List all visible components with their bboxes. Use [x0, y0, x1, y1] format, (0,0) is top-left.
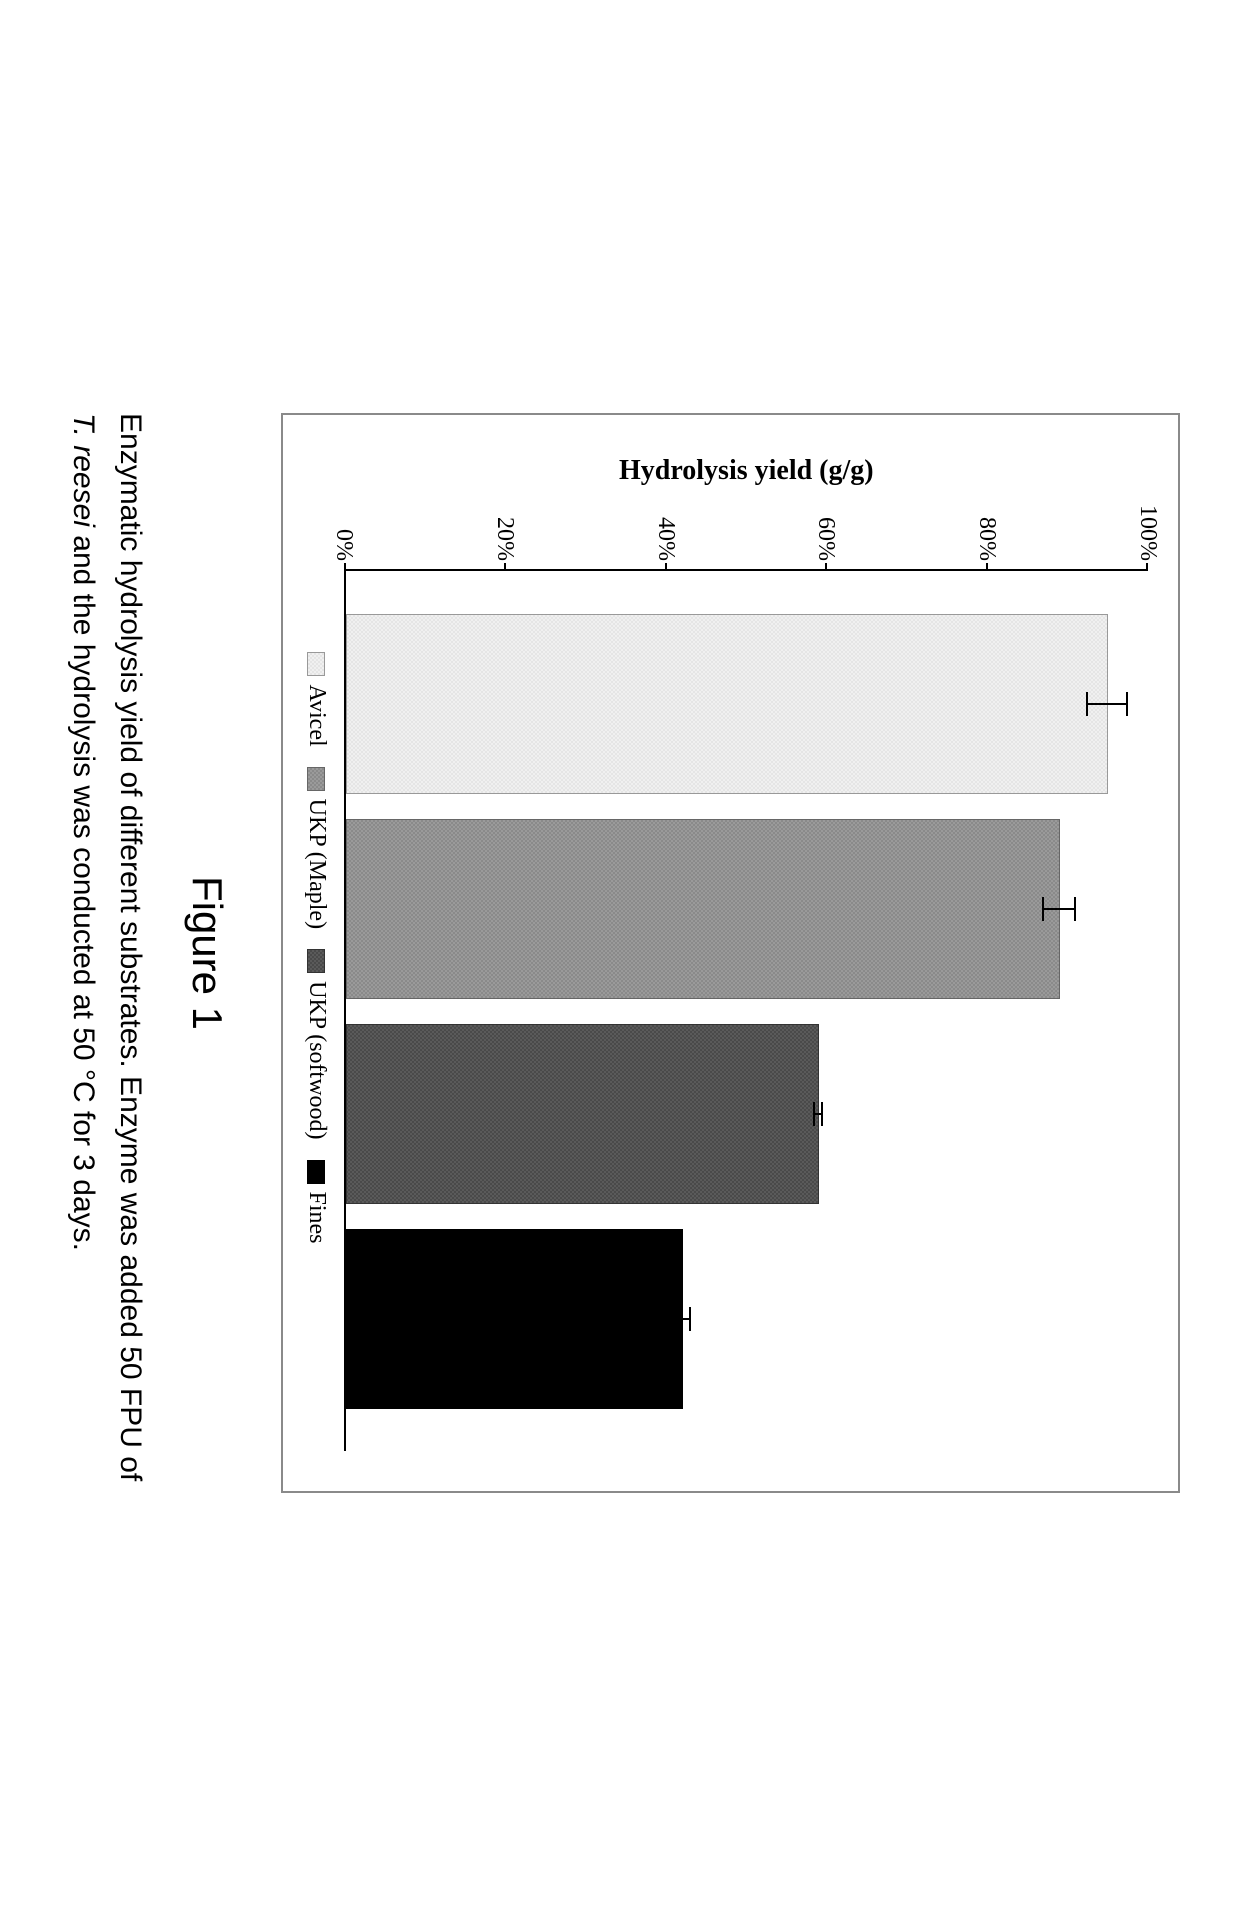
legend-label-fines: Fines — [303, 1191, 330, 1243]
legend-swatch-maple — [308, 766, 326, 790]
plot-area — [344, 569, 1148, 1451]
bar-ukp-maple — [346, 818, 1148, 998]
caption-part1: Enzymatic hydrolysis yield of different … — [114, 413, 147, 1481]
bar-avicel — [346, 613, 1148, 793]
y-axis-label: Hydrolysis yield (g/g) — [344, 445, 1148, 497]
figure-container: Hydrolysis yield (g/g) 100% 80% 60% 40% … — [0, 333, 1240, 1573]
legend-label-maple: UKP (Maple) — [303, 798, 330, 928]
bar-ukp-softwood — [346, 1023, 1148, 1203]
legend-swatch-softwood — [308, 949, 326, 973]
legend-label-avicel: Avicel — [303, 684, 330, 746]
legend-swatch-avicel — [308, 652, 326, 676]
y-axis-ticks: 100% 80% 60% 40% 20% 0% — [344, 497, 1148, 569]
caption-part2: and the hydrolysis was conducted at 50 °… — [68, 526, 101, 1250]
bars-region — [344, 569, 1148, 1451]
figure-title: Figure 1 — [183, 413, 231, 1493]
caption-italic: T. reesei — [68, 413, 101, 527]
tick-marks — [346, 563, 1148, 571]
chart-body: Hydrolysis yield (g/g) 100% 80% 60% 40% … — [344, 445, 1148, 1451]
legend-label-softwood: UKP (softwood) — [303, 981, 330, 1139]
figure-caption: Enzymatic hydrolysis yield of different … — [60, 413, 153, 1493]
legend-item-maple: UKP (Maple) — [303, 766, 330, 928]
bar-fines — [346, 1228, 1148, 1408]
legend: Avicel UKP (Maple) UKP (softwood) Fines — [303, 445, 344, 1451]
legend-swatch-fines — [308, 1159, 326, 1183]
legend-item-avicel: Avicel — [303, 652, 330, 746]
legend-item-fines: Fines — [303, 1159, 330, 1243]
chart-frame: Hydrolysis yield (g/g) 100% 80% 60% 40% … — [281, 413, 1180, 1493]
legend-item-softwood: UKP (softwood) — [303, 949, 330, 1139]
